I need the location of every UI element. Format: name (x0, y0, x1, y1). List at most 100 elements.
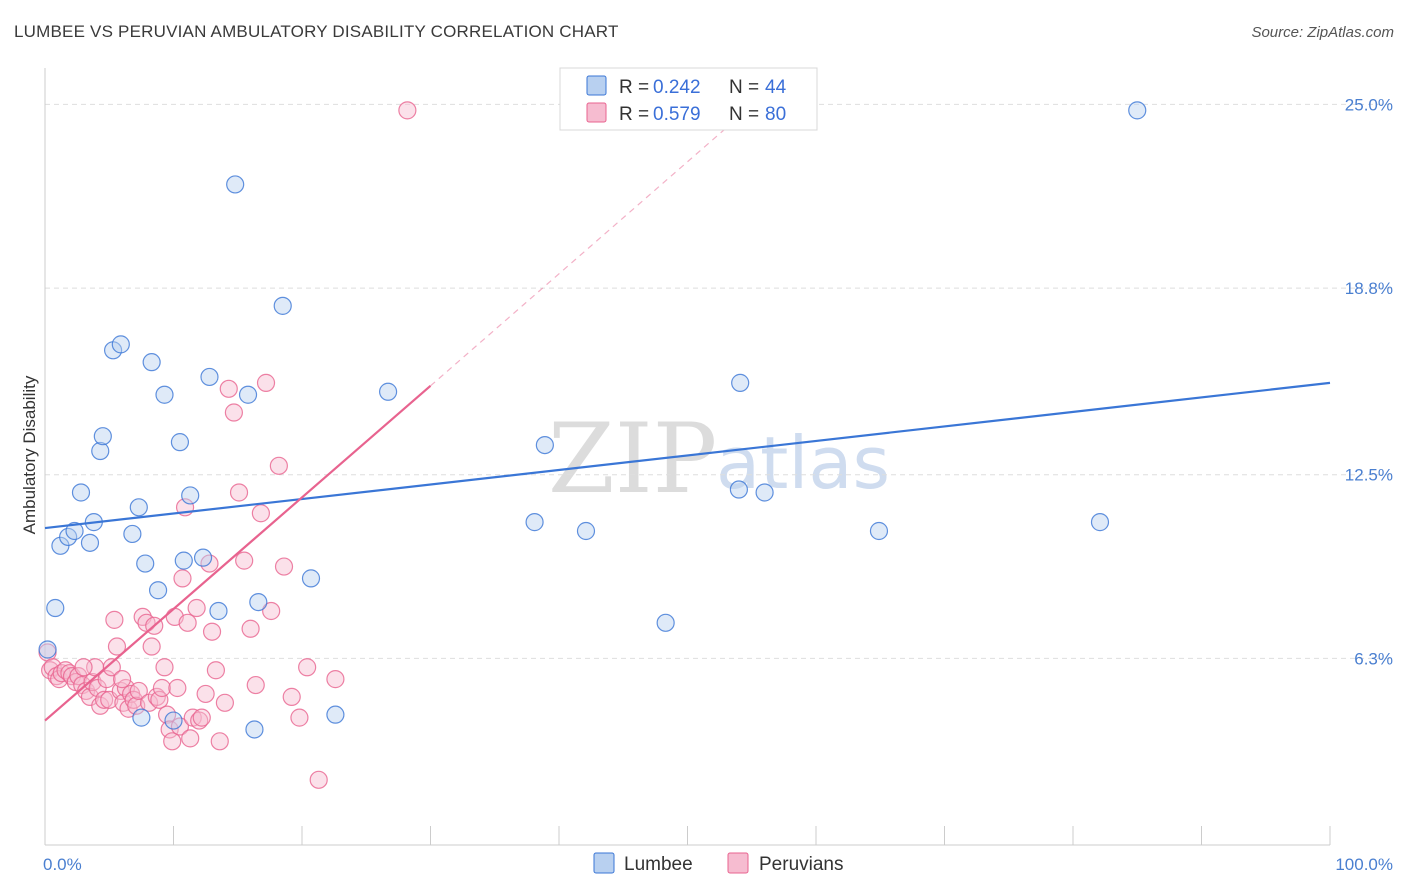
peruvian-trend-line (44, 385, 432, 722)
legend-r-value-lumbee: 0.242 (653, 77, 701, 98)
legend-swatch-lumbee (586, 75, 607, 96)
peruvian-point (107, 637, 127, 656)
peruvian-point (215, 693, 234, 712)
legend-n-label-peruvians: N = (729, 104, 759, 125)
bottom-legend-label-peruvians: Peruvians (759, 854, 844, 875)
peruvian-point (142, 637, 161, 656)
lumbee-point (249, 592, 268, 612)
peruvian-point (206, 661, 226, 680)
lumbee-point (200, 367, 219, 387)
lumbee-point (148, 581, 168, 600)
lumbee-point (174, 551, 193, 570)
lumbee-point (65, 521, 84, 541)
lumbee-point (142, 353, 161, 372)
peruvian-point (95, 690, 114, 709)
gridlines (45, 103, 1392, 659)
peruvian-point (105, 610, 124, 629)
lumbee-point (91, 441, 110, 461)
chart-title: LUMBEE VS PERUVIAN AMBULATORY DISABILITY… (14, 22, 619, 41)
peruvian-point (102, 658, 121, 677)
peruvian-point (181, 729, 200, 748)
lumbee-point (326, 705, 345, 724)
lumbee-point (170, 433, 190, 452)
y-tick-label: 25.0% (1345, 95, 1393, 114)
lumbee-point (93, 427, 112, 446)
peruvian-point (309, 770, 328, 789)
lumbee-point (731, 373, 750, 392)
lumbee-point (1090, 513, 1110, 532)
axes (44, 68, 1331, 846)
legend: R = 0.242 N = 44 R = 0.579 N = 80 (559, 67, 818, 131)
lumbee-point (525, 513, 544, 532)
peruvian-point (163, 732, 182, 751)
watermark-zip: ZIP (548, 403, 717, 515)
lumbee-point (38, 640, 57, 659)
y-tick-labels: 6.3% 12.5% 18.8% 25.0% (1345, 95, 1393, 668)
lumbee-point (301, 569, 321, 588)
lumbee-point (111, 335, 130, 354)
peruvian-point (152, 678, 172, 698)
x-tick-label: 0.0% (43, 855, 82, 874)
peruvian-point (326, 670, 345, 689)
peruvian-point (147, 687, 166, 706)
peruvian-point (290, 708, 309, 727)
peruvian-point (97, 670, 116, 689)
y-axis-label: Ambulatory Disability (20, 375, 39, 534)
peruvian-trend-extension (430, 127, 727, 387)
peruvian-point (256, 373, 276, 392)
legend-n-label-lumbee: N = (729, 77, 759, 98)
peruvian-point (246, 675, 265, 695)
bottom-legend: Lumbee Peruvians (593, 852, 844, 875)
peruvian-point (282, 687, 301, 706)
bottom-legend-swatch-peruvians (727, 852, 749, 874)
y-tick-label: 12.5% (1345, 466, 1393, 485)
y-tick-label: 6.3% (1354, 649, 1393, 668)
bottom-legend-swatch-lumbee (593, 852, 615, 874)
legend-r-value-peruvians: 0.579 (653, 104, 701, 125)
lumbee-point (209, 601, 228, 621)
lumbee-trend-line (44, 381, 1331, 530)
lumbee-point (123, 524, 142, 544)
lumbee-point (238, 385, 258, 404)
lumbee-point (1128, 101, 1147, 120)
peruvian-point (160, 720, 179, 739)
lumbee-point (576, 521, 596, 541)
peruvian-point (173, 569, 192, 588)
peruvian-point (210, 732, 229, 751)
x-tick-label: 100.0% (1335, 855, 1393, 874)
peruvian-point (129, 681, 148, 701)
y-tick-label: 18.8% (1345, 279, 1393, 298)
peruvian-point (150, 690, 169, 709)
legend-swatch-peruvians (586, 102, 607, 123)
lumbee-point (136, 554, 155, 573)
peruvian-point (251, 504, 270, 523)
peruvian-point (219, 379, 238, 398)
peruvian-point (112, 670, 132, 689)
legend-r-label-peruvians: R = (619, 104, 649, 125)
lumbee-point (273, 296, 292, 315)
lumbee-point (378, 382, 398, 401)
peruvian-point (241, 619, 260, 638)
trend-lines (44, 127, 1331, 722)
peruvian-point (190, 711, 209, 730)
lumbee-point (181, 486, 200, 505)
legend-n-value-peruvians: 80 (765, 104, 786, 125)
watermark: ZIP atlas (548, 403, 890, 515)
peruvian-point (269, 456, 288, 475)
peruvian-point (192, 708, 211, 727)
lumbee-point (132, 708, 151, 727)
peruvian-point (274, 557, 294, 576)
lumbee-points (38, 101, 1147, 739)
peruvian-point (74, 658, 93, 677)
peruvian-point (235, 551, 254, 570)
peruvian-point (196, 684, 215, 704)
lumbee-point (729, 480, 749, 499)
legend-n-value-lumbee: 44 (765, 77, 787, 98)
peruvian-point (224, 403, 243, 422)
x-tick-labels: 0.0% 100.0% (43, 855, 1393, 874)
peruvian-point (168, 678, 187, 698)
peruvian-point (155, 658, 174, 677)
lumbee-point (46, 598, 65, 618)
lumbee-point (129, 498, 148, 517)
